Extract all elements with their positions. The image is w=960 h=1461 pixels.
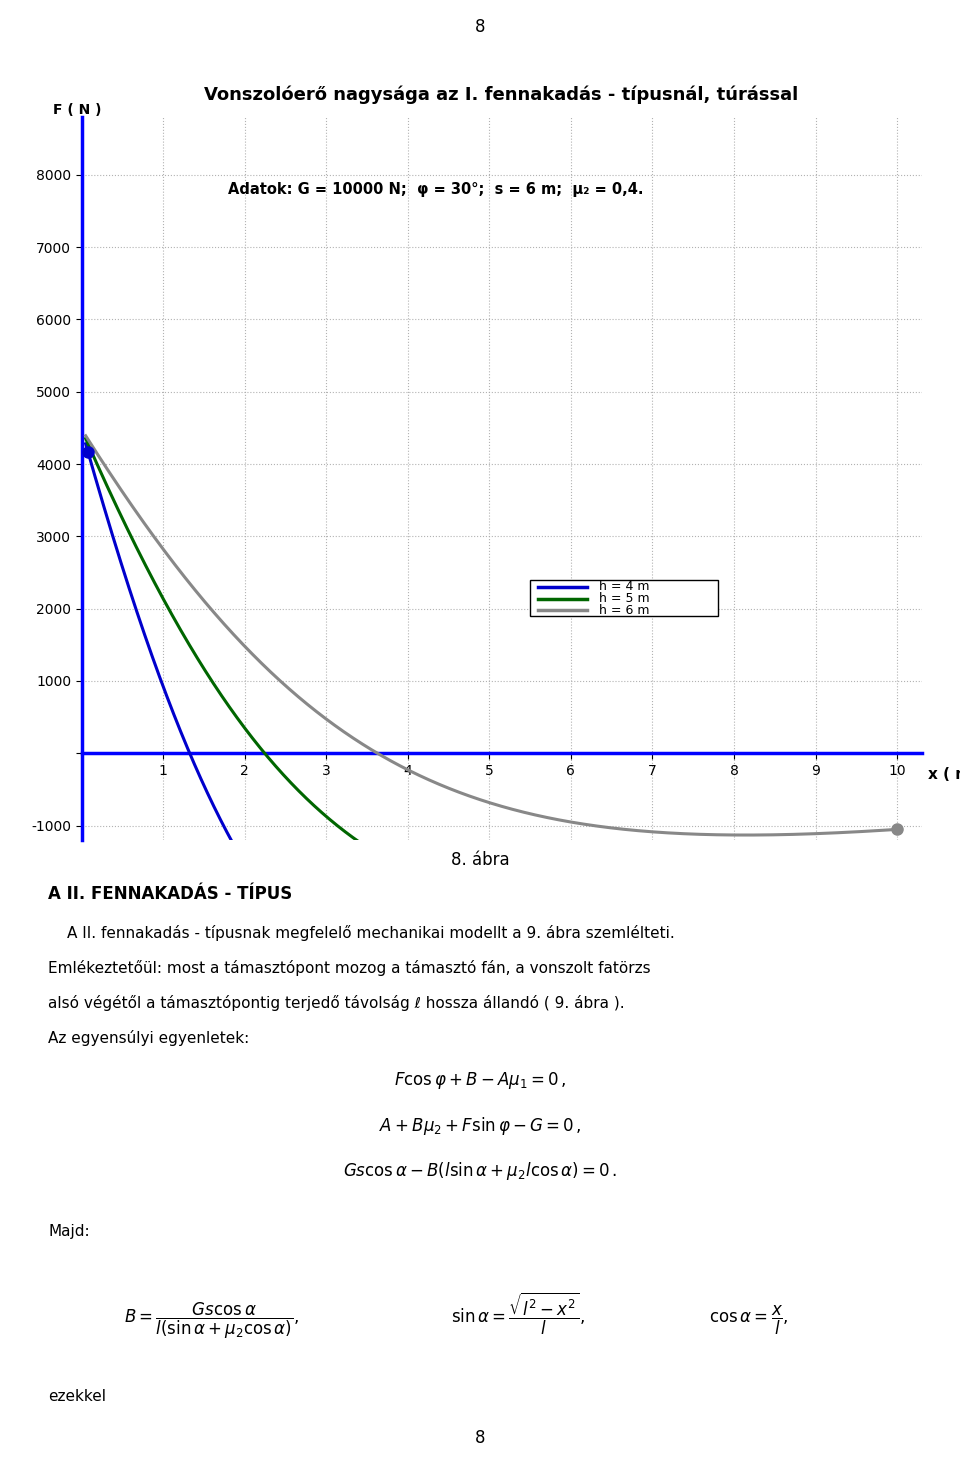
Text: x ( m ): x ( m )	[928, 767, 960, 783]
Text: h = 6 m: h = 6 m	[599, 603, 650, 617]
Text: Az egyensúlyi egyenletek:: Az egyensúlyi egyenletek:	[48, 1030, 250, 1046]
Text: $B = \dfrac{Gs\cos\alpha}{l(\sin\alpha + \mu_2\cos\alpha)},$: $B = \dfrac{Gs\cos\alpha}{l(\sin\alpha +…	[124, 1302, 299, 1341]
Text: h = 5 m: h = 5 m	[599, 592, 650, 605]
Text: Majd:: Majd:	[48, 1224, 89, 1239]
Text: A II. FENNAKADÁS - TÍPUS: A II. FENNAKADÁS - TÍPUS	[48, 884, 292, 903]
Text: $A + B\mu_2 + F\sin\varphi - G = 0\,,$: $A + B\mu_2 + F\sin\varphi - G = 0\,,$	[378, 1115, 582, 1137]
Text: Emlékeztetőül: most a támasztópont mozog a támasztó fán, a vonszolt fatörzs: Emlékeztetőül: most a támasztópont mozog…	[48, 960, 651, 976]
FancyBboxPatch shape	[530, 580, 718, 617]
Text: $F\cos\varphi + B - A\mu_1 = 0\,,$: $F\cos\varphi + B - A\mu_1 = 0\,,$	[394, 1071, 566, 1091]
Text: $Gs\cos\alpha - B(l\sin\alpha + \mu_2 l\cos\alpha) = 0\,.$: $Gs\cos\alpha - B(l\sin\alpha + \mu_2 l\…	[343, 1160, 617, 1182]
Text: alsó végétől a támasztópontig terjedő távolság ℓ hossza állandó ( 9. ábra ).: alsó végétől a támasztópontig terjedő tá…	[48, 995, 625, 1011]
Text: h = 4 m: h = 4 m	[599, 580, 650, 593]
Title: Vonszolóerő nagysága az I. fennakadás - típusnál, túrással: Vonszolóerő nagysága az I. fennakadás - …	[204, 86, 799, 104]
Text: F ( N ): F ( N )	[53, 102, 102, 117]
Text: 8. ábra: 8. ábra	[450, 850, 510, 869]
Text: 8: 8	[475, 18, 485, 37]
Text: 8: 8	[475, 1429, 485, 1448]
Text: $\cos\alpha = \dfrac{x}{l},$: $\cos\alpha = \dfrac{x}{l},$	[708, 1305, 789, 1337]
Text: A II. fennakadás - típusnak megfelelő mechanikai modellt a 9. ábra szemlélteti.: A II. fennakadás - típusnak megfelelő me…	[67, 925, 675, 941]
Text: Adatok: G = 10000 N;  φ = 30°;  s = 6 m;  μ₂ = 0,4.: Adatok: G = 10000 N; φ = 30°; s = 6 m; μ…	[228, 181, 644, 197]
Text: $\sin\alpha = \dfrac{\sqrt{l^2 - x^2}}{l},$: $\sin\alpha = \dfrac{\sqrt{l^2 - x^2}}{l…	[451, 1292, 586, 1337]
Text: ezekkel: ezekkel	[48, 1389, 106, 1404]
